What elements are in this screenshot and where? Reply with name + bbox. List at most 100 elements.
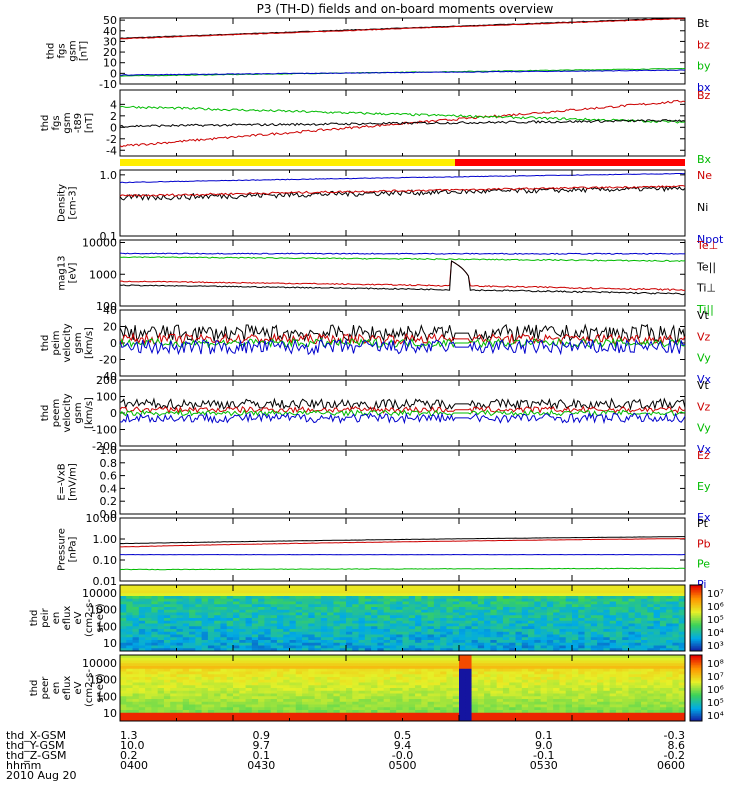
spectrogram-cell (377, 655, 385, 659)
spectrogram-cell (389, 657, 397, 661)
spectrogram-cell (389, 648, 397, 652)
spectrogram-cell (572, 640, 579, 644)
y-axis-label-line: thd (40, 405, 51, 422)
spectrogram-cell (546, 701, 554, 705)
spectrogram-cell (603, 682, 611, 686)
spectrogram-cell (402, 607, 410, 611)
spectrogram-cell (609, 626, 617, 630)
spectrogram-cell (666, 615, 673, 619)
y-axis-label-line: en (51, 682, 62, 695)
spectrogram-cell (559, 590, 567, 594)
spectrogram-cell (170, 715, 177, 719)
spectrogram-cell (659, 626, 667, 630)
spectrogram-cell (528, 590, 535, 594)
spectrogram-cell (559, 688, 567, 692)
spectrogram-cell (672, 671, 680, 675)
spectrogram-cell (264, 618, 272, 622)
spectrogram-cell (120, 618, 127, 622)
spectrogram-cell (553, 590, 560, 594)
spectrogram-cell (339, 682, 347, 686)
spectrogram-cell (371, 718, 378, 722)
spectrogram-cell (590, 704, 598, 708)
spectrogram-cell (239, 715, 246, 719)
spectrogram-cell (270, 696, 278, 700)
spectrogram-cell (314, 685, 322, 689)
spectrogram-cell (553, 690, 560, 694)
spectrogram-cell (346, 663, 353, 667)
spectrogram-cell (603, 642, 611, 646)
y-axis-label-line: velocity (62, 323, 73, 362)
spectrogram-cell (389, 674, 397, 678)
spectrogram-cell (182, 604, 190, 608)
spectrogram-cell (276, 615, 284, 619)
spectrogram-cell (678, 634, 686, 638)
spectrogram-cell (195, 679, 203, 683)
spectrogram-cell (346, 696, 353, 700)
spectrogram-cell (189, 677, 196, 681)
spectrogram-cell (628, 615, 636, 619)
spectrogram-cell (264, 690, 272, 694)
spectrogram-cell (157, 707, 165, 711)
spectrogram-cell (641, 645, 648, 649)
spectrogram-cell (402, 660, 410, 664)
spectrogram-cell (584, 674, 592, 678)
spectrogram-cell (452, 704, 460, 708)
spectrogram-cell (653, 679, 661, 683)
colorbar-segment (690, 608, 702, 611)
spectrogram-cell (358, 712, 366, 716)
spectrogram-cell (484, 590, 491, 594)
spectrogram-cell (597, 690, 604, 694)
spectrogram-cell (678, 626, 686, 630)
spectrogram-cell (226, 634, 234, 638)
spectrogram-cell (672, 601, 680, 605)
spectrogram-cell (408, 620, 416, 624)
spectrogram-cell (327, 634, 334, 638)
spectrogram-cell (553, 674, 560, 678)
spectrogram-cell (459, 637, 466, 641)
spectrogram-cell (490, 668, 498, 672)
spectrogram-cell (264, 629, 272, 633)
spectrogram-cell (377, 677, 385, 681)
spectrogram-cell (597, 663, 604, 667)
spectrogram-cell (396, 637, 403, 641)
spectrogram-cell (346, 671, 353, 675)
spectrogram-cell (502, 634, 510, 638)
spectrogram-cell (540, 679, 548, 683)
colorbar-segment (690, 598, 702, 601)
spectrogram-cell (320, 590, 328, 594)
spectrogram-cell (371, 696, 378, 700)
spectrogram-cell (207, 707, 215, 711)
spectrogram-cell (352, 693, 359, 697)
spectrogram-cell (163, 690, 171, 694)
spectrogram-cell (233, 642, 240, 646)
spectrogram-cell (314, 626, 322, 630)
spectrogram-cell (226, 674, 234, 678)
spectrogram-cell (327, 712, 334, 716)
spectrogram-cell (145, 631, 152, 635)
spectrogram-cell (239, 660, 246, 664)
spectrogram-cell (440, 701, 447, 705)
spectrogram-cell (446, 601, 454, 605)
spectrogram-cell (634, 587, 642, 591)
spectrogram-cell (484, 631, 491, 635)
spectrogram-cell (421, 682, 429, 686)
spectrogram-cell (233, 663, 240, 667)
spectrogram-cell (678, 663, 686, 667)
spectrogram-cell (358, 607, 366, 611)
spectrogram-cell (176, 609, 184, 613)
spectrogram-cell (132, 629, 140, 633)
spectrogram-cell (251, 612, 259, 616)
spectrogram-cell (597, 631, 604, 635)
spectrogram-cell (634, 674, 642, 678)
spectrogram-cell (207, 620, 215, 624)
spectrogram-cell (641, 590, 648, 594)
spectrogram-cell (233, 626, 240, 630)
spectrogram-cell (534, 701, 542, 705)
colorbar-segment (690, 716, 702, 719)
spectrogram-cell (214, 712, 221, 716)
spectrogram-cell (352, 657, 359, 661)
spectrogram-cell (572, 629, 579, 633)
spectrogram-cell (471, 629, 479, 633)
spectrogram-cell (207, 712, 215, 716)
spectrogram-cell (126, 655, 133, 659)
